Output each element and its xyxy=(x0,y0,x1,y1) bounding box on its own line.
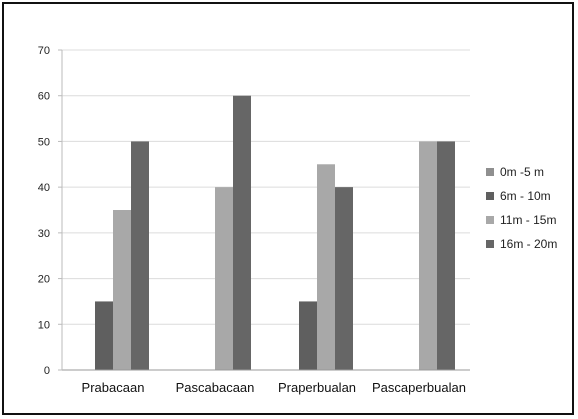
x-category-label: Prabacaan xyxy=(82,380,145,395)
bar xyxy=(113,210,131,370)
y-tick-label: 70 xyxy=(38,45,50,57)
y-tick-label: 40 xyxy=(38,182,50,194)
bar xyxy=(131,141,149,370)
y-axis-ticks: 0 10 20 30 40 50 60 70 xyxy=(38,45,62,377)
bar xyxy=(95,301,113,370)
bar xyxy=(233,95,251,370)
bars xyxy=(95,95,455,370)
bar xyxy=(215,187,233,370)
y-tick-label: 10 xyxy=(38,319,50,331)
x-category-label: Pascaperbualan xyxy=(372,380,466,395)
legend-label: 16m - 20m xyxy=(500,237,557,251)
y-tick-label: 60 xyxy=(38,91,50,103)
legend: 0m -5 m 6m - 10m 11m - 15m 16m - 20m xyxy=(486,165,557,251)
legend-swatch xyxy=(486,216,494,224)
x-category-label: Praperbualan xyxy=(278,380,356,395)
legend-swatch xyxy=(486,192,494,200)
x-category-label: Pascabacaan xyxy=(176,380,255,395)
legend-label: 6m - 10m xyxy=(500,189,551,203)
y-tick-label: 20 xyxy=(38,274,50,286)
bar xyxy=(299,301,317,370)
y-tick-label: 50 xyxy=(38,136,50,148)
legend-swatch xyxy=(486,240,494,248)
bar xyxy=(317,164,335,370)
x-axis-categories: Prabacaan Pascabacaan Praperbualan Pascaper… xyxy=(82,380,466,395)
bar xyxy=(335,187,353,370)
bar xyxy=(419,141,437,370)
bar xyxy=(437,141,455,370)
legend-label: 11m - 15m xyxy=(500,213,556,227)
y-tick-label: 30 xyxy=(38,228,50,240)
legend-label: 0m -5 m xyxy=(500,165,544,179)
y-tick-label: 0 xyxy=(44,365,50,377)
legend-swatch xyxy=(486,168,494,176)
